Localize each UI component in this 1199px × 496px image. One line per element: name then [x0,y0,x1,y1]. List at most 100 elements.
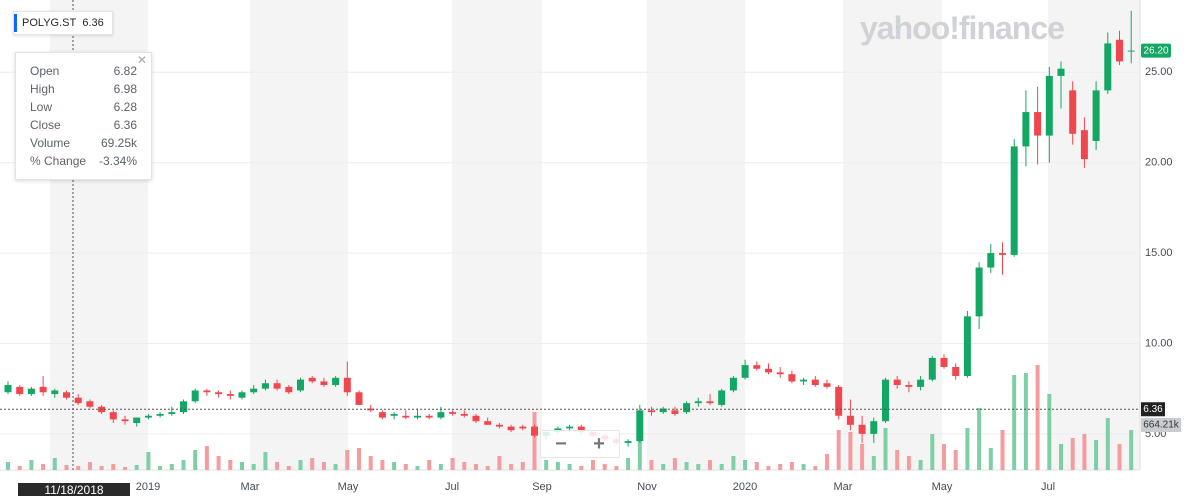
volume-bar [193,450,198,470]
close-icon[interactable]: ✕ [136,53,147,67]
crosshair-date: 11/18/2018 [44,483,103,496]
candle-body [215,392,223,395]
tooltip-value: 6.28 [113,100,137,114]
volume-bar [848,431,853,470]
volume-bar [298,460,303,470]
volume-bar [614,466,619,470]
volume-bar [134,465,139,470]
candle-body [577,426,585,433]
candle-body [858,424,866,434]
candle-body [1034,112,1042,136]
volume-bar [240,461,244,470]
y-tick-label: 25.00 [1145,66,1173,78]
zoom-in[interactable]: + [593,433,605,455]
zoom-control: − + [540,430,620,458]
candle-body [355,392,363,405]
candle-body [203,390,211,393]
candle-body [39,386,47,393]
tooltip-label: Open [30,64,60,78]
x-tick-label: 2020 [733,481,757,493]
volume-bar [672,458,677,470]
volume-bar [661,463,666,470]
volume-bar [789,461,794,470]
volume-bar [626,458,631,470]
candle-body [484,421,492,425]
candle-body [1057,68,1065,76]
volume-bar [509,463,514,470]
volume-bar [602,463,607,470]
volume-bar [930,433,935,470]
candle-body [1045,75,1053,136]
volume-bar [52,458,57,470]
candle-body [156,413,164,416]
month-band [250,0,348,470]
crosshair-price: 6.36 [82,17,104,29]
current-price-box [1141,43,1171,58]
tooltip-row: Open 6.82 [30,62,137,80]
volume-bar [427,460,432,470]
candle-body [367,408,375,411]
candle-body [168,412,176,414]
month-band [452,0,542,470]
candle-body [332,377,340,386]
volume-bar [403,463,408,470]
candle-body [144,415,152,418]
candle-body [905,385,913,387]
volume-bar [333,463,338,470]
candle-body [531,426,538,436]
candle-body [414,415,421,418]
month-band [647,0,745,470]
zoom-out[interactable]: − [555,433,567,455]
candle-body [963,316,971,376]
candle-body [694,401,702,404]
candle-body [1080,130,1088,160]
candle-body [121,419,129,422]
candle-body [495,424,503,427]
volume-bar [64,465,69,470]
volume-bar [1023,373,1028,470]
tooltip: ✕ Open 6.82 High 6.98 Low 6.28 Close 6.36 Volume 6… [15,52,152,180]
volume-bar [438,463,443,470]
volume-bar [754,461,759,470]
candle-body [297,379,304,391]
volume-bar [871,456,876,470]
crosshair-price-label: 6.36 [1143,404,1163,415]
volume-bar [813,466,818,470]
tooltip-row: Low 6.28 [30,98,137,116]
candle-body [1010,146,1018,255]
volume-bar [1105,418,1110,470]
candle-body [811,379,819,386]
tooltip-label: % Change [30,154,87,168]
candle-body [27,388,35,395]
tooltip-label: Close [30,118,61,132]
current-volume-label: 664.21k [1143,420,1180,431]
volume-bar [251,463,256,470]
volume-bar [275,461,280,470]
volume-bar [1129,429,1134,470]
tooltip-value: 6.82 [113,64,137,78]
volume-bar [637,440,642,470]
volume-bar [368,456,373,470]
volume-bar [649,460,654,470]
candle-body [437,412,445,418]
volume-bar [99,466,104,470]
volume-bar [555,461,560,470]
volume-bar [41,463,46,470]
volume-bar [544,460,549,470]
candle-body [238,392,246,398]
month-band [843,0,942,470]
candle-body [987,253,995,268]
volume-bar [778,463,783,470]
volume-bar [392,461,397,470]
month-band [1048,0,1140,470]
current-price-label: 26.20 [1143,45,1168,56]
volume-bar [743,460,748,470]
volume-bar [76,466,81,470]
candle-body [893,379,901,386]
candle-body [460,413,468,416]
candle-body [86,401,94,407]
candle-body [1069,90,1077,134]
volume-bar [1070,438,1075,470]
y-tick-label: 10.00 [1145,337,1173,349]
